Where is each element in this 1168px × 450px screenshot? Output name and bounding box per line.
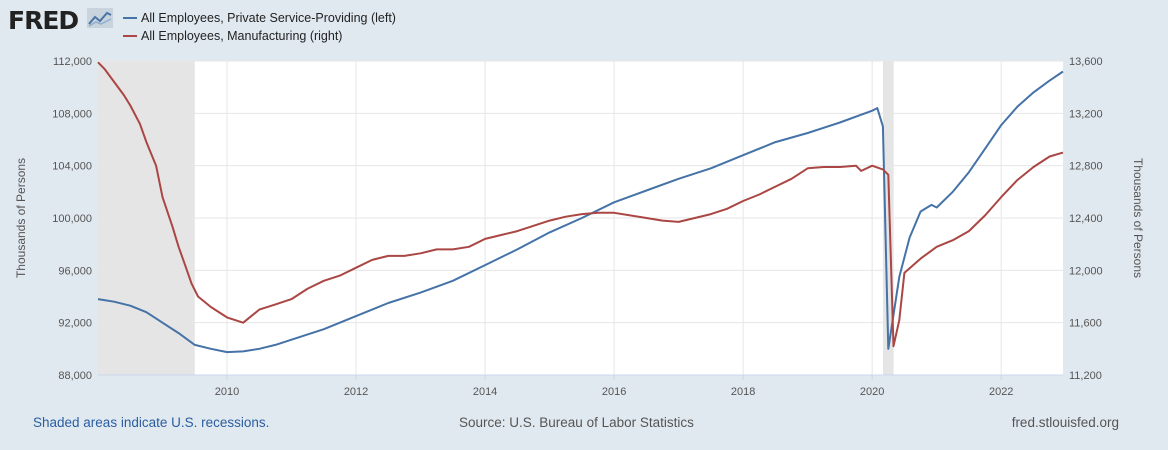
y-axis-label-right: Thousands of Persons [1131,158,1145,278]
x-tick-label: 2020 [860,386,884,398]
x-tick-label: 2016 [602,386,626,398]
legend-entry-private-service[interactable]: All Employees, Private Service-Providing… [123,11,396,25]
y-left-tick-label: 92,000 [58,318,92,330]
legend-swatch-red [123,34,137,37]
y-left-tick-label: 88,000 [58,370,92,382]
series-line-0 [97,70,1064,354]
legend-swatch-blue [123,16,137,19]
fred-url-link[interactable]: fred.stlouisfed.org [1011,415,1119,430]
line-chart[interactable]: 2010 2012 2014 2016 2018 2020 2022 88,000 92,000… [0,0,1168,410]
y-left-tick-label: 104,000 [52,161,92,173]
y-left-tick-label: 112,000 [53,56,92,68]
x-tick-label: 2022 [989,386,1013,398]
x-tick-label: 2010 [215,386,239,398]
source-note: Source: U.S. Bureau of Labor Statistics [459,415,694,430]
legend-label: All Employees, Manufacturing (right) [141,29,343,43]
x-tick-label: 2014 [473,386,497,398]
y-right-tick-label: 12,800 [1069,161,1103,173]
y-right-tick-label: 13,600 [1069,56,1103,68]
y-right-tick-label: 13,200 [1069,108,1103,120]
y-right-tick-label: 11,600 [1069,318,1102,330]
y-left-tick-label: 108,000 [52,108,92,120]
x-tick-label: 2018 [731,386,755,398]
y-right-tick-label: 12,000 [1069,265,1103,277]
y-axis-label-left: Thousands of Persons [14,158,28,278]
x-tick-label: 2012 [344,386,368,398]
fred-logo[interactable]: FRED [8,6,79,35]
y-left-tick-label: 96,000 [58,265,92,277]
y-left-tick-label: 100,000 [52,213,92,225]
legend-entry-manufacturing[interactable]: All Employees, Manufacturing (right) [123,29,342,43]
series-line-1 [97,61,1064,348]
legend-label: All Employees, Private Service-Providing… [141,11,396,25]
fred-graph-icon [87,8,113,28]
y-right-tick-label: 11,200 [1069,370,1102,382]
recession-note: Shaded areas indicate U.S. recessions. [33,415,270,430]
y-right-tick-label: 12,400 [1069,213,1103,225]
chart-header: FRED All Employees, Private Service-Prov… [0,0,1168,50]
